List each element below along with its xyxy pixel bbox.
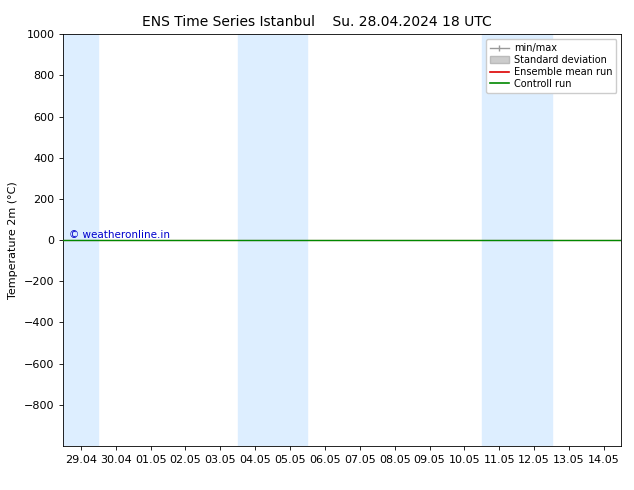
- Legend: min/max, Standard deviation, Ensemble mean run, Controll run: min/max, Standard deviation, Ensemble me…: [486, 39, 616, 93]
- Y-axis label: Temperature 2m (°C): Temperature 2m (°C): [8, 181, 18, 299]
- Bar: [238, 34, 307, 446]
- Text: © weatheronline.in: © weatheronline.in: [69, 230, 170, 240]
- Bar: [482, 34, 552, 446]
- Bar: [63, 34, 98, 446]
- Text: ENS Time Series Istanbul    Su. 28.04.2024 18 UTC: ENS Time Series Istanbul Su. 28.04.2024 …: [142, 15, 492, 29]
